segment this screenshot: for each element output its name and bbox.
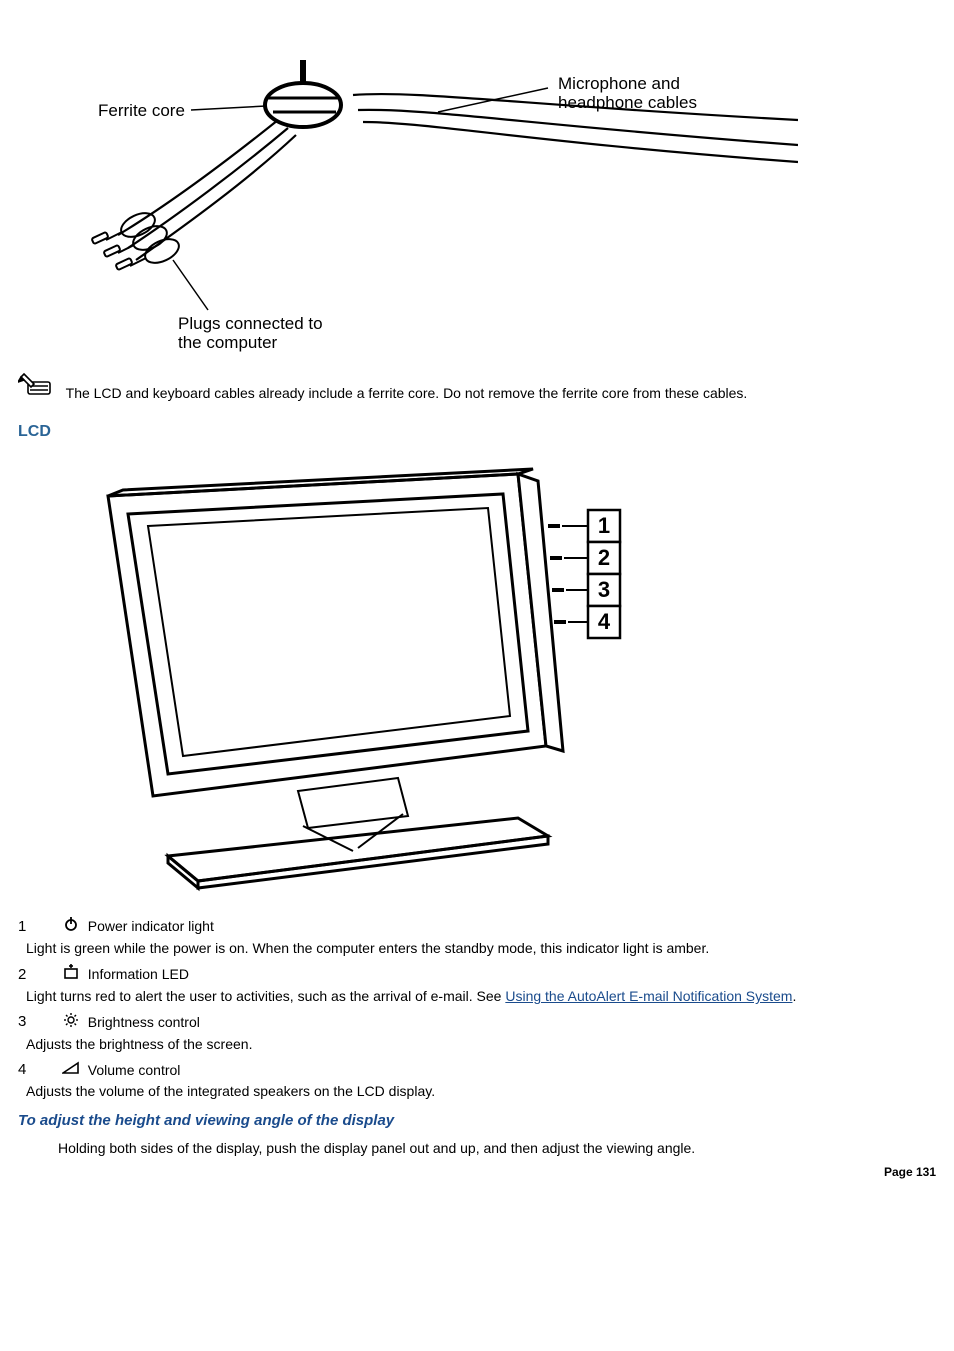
section-heading-lcd: LCD	[18, 421, 936, 443]
list-item: 4 Volume control	[18, 1060, 936, 1080]
callout-1: 1	[598, 513, 610, 538]
label-mic-headphone-l1: Microphone and	[558, 74, 680, 93]
note-text: The LCD and keyboard cables already incl…	[62, 385, 747, 401]
item-number: 1	[18, 917, 56, 937]
figure-lcd: 1 2 3 4	[48, 456, 648, 896]
label-plugs-l1: Plugs connected to	[178, 314, 323, 333]
info-led-icon	[60, 964, 82, 985]
callout-4: 4	[598, 609, 611, 634]
callout-3: 3	[598, 577, 610, 602]
item-number: 2	[18, 965, 56, 985]
item-desc-text: Light turns red to alert the user to act…	[26, 988, 505, 1004]
brightness-icon	[60, 1012, 82, 1033]
item-title: Power indicator light	[88, 918, 214, 934]
item-description: Adjusts the volume of the integrated spe…	[26, 1082, 936, 1101]
list-item: 3 Brightness control	[18, 1012, 936, 1033]
note-pencil-icon	[18, 370, 56, 403]
label-ferrite-core: Ferrite core	[98, 100, 185, 123]
body-paragraph: Holding both sides of the display, push …	[58, 1139, 936, 1158]
label-plugs: Plugs connected to the computer	[178, 315, 323, 352]
item-title: Volume control	[88, 1062, 181, 1078]
item-description: Light turns red to alert the user to act…	[26, 987, 936, 1006]
note: The LCD and keyboard cables already incl…	[18, 370, 936, 403]
item-title: Information LED	[88, 966, 189, 982]
item-number: 3	[18, 1012, 56, 1032]
item-desc-suffix: .	[792, 988, 796, 1004]
label-plugs-l2: the computer	[178, 333, 277, 352]
subheading-adjust-display: To adjust the height and viewing angle o…	[18, 1111, 936, 1131]
link-autoalert[interactable]: Using the AutoAlert E-mail Notification …	[505, 988, 792, 1004]
power-icon	[60, 916, 82, 937]
item-title: Brightness control	[88, 1014, 200, 1030]
label-mic-headphone-l2: headphone cables	[558, 93, 697, 112]
callout-2: 2	[598, 545, 610, 570]
item-desc-text: Adjusts the brightness of the screen.	[26, 1036, 252, 1052]
list-item: 2 Information LED	[18, 964, 936, 985]
list-item: 1 Power indicator light	[18, 916, 936, 937]
figure-ferrite-core: Ferrite core Microphone and headphone ca…	[78, 50, 798, 360]
page-number: Page 131	[18, 1164, 936, 1180]
label-mic-headphone: Microphone and headphone cables	[558, 75, 697, 112]
item-desc-text: Adjusts the volume of the integrated spe…	[26, 1083, 435, 1099]
item-description: Light is green while the power is on. Wh…	[26, 939, 936, 958]
lcd-diagram-svg: 1 2 3 4	[48, 456, 648, 896]
item-desc-text: Light is green while the power is on. Wh…	[26, 940, 709, 956]
item-number: 4	[18, 1060, 56, 1080]
item-description: Adjusts the brightness of the screen.	[26, 1035, 936, 1054]
volume-icon	[60, 1061, 82, 1080]
